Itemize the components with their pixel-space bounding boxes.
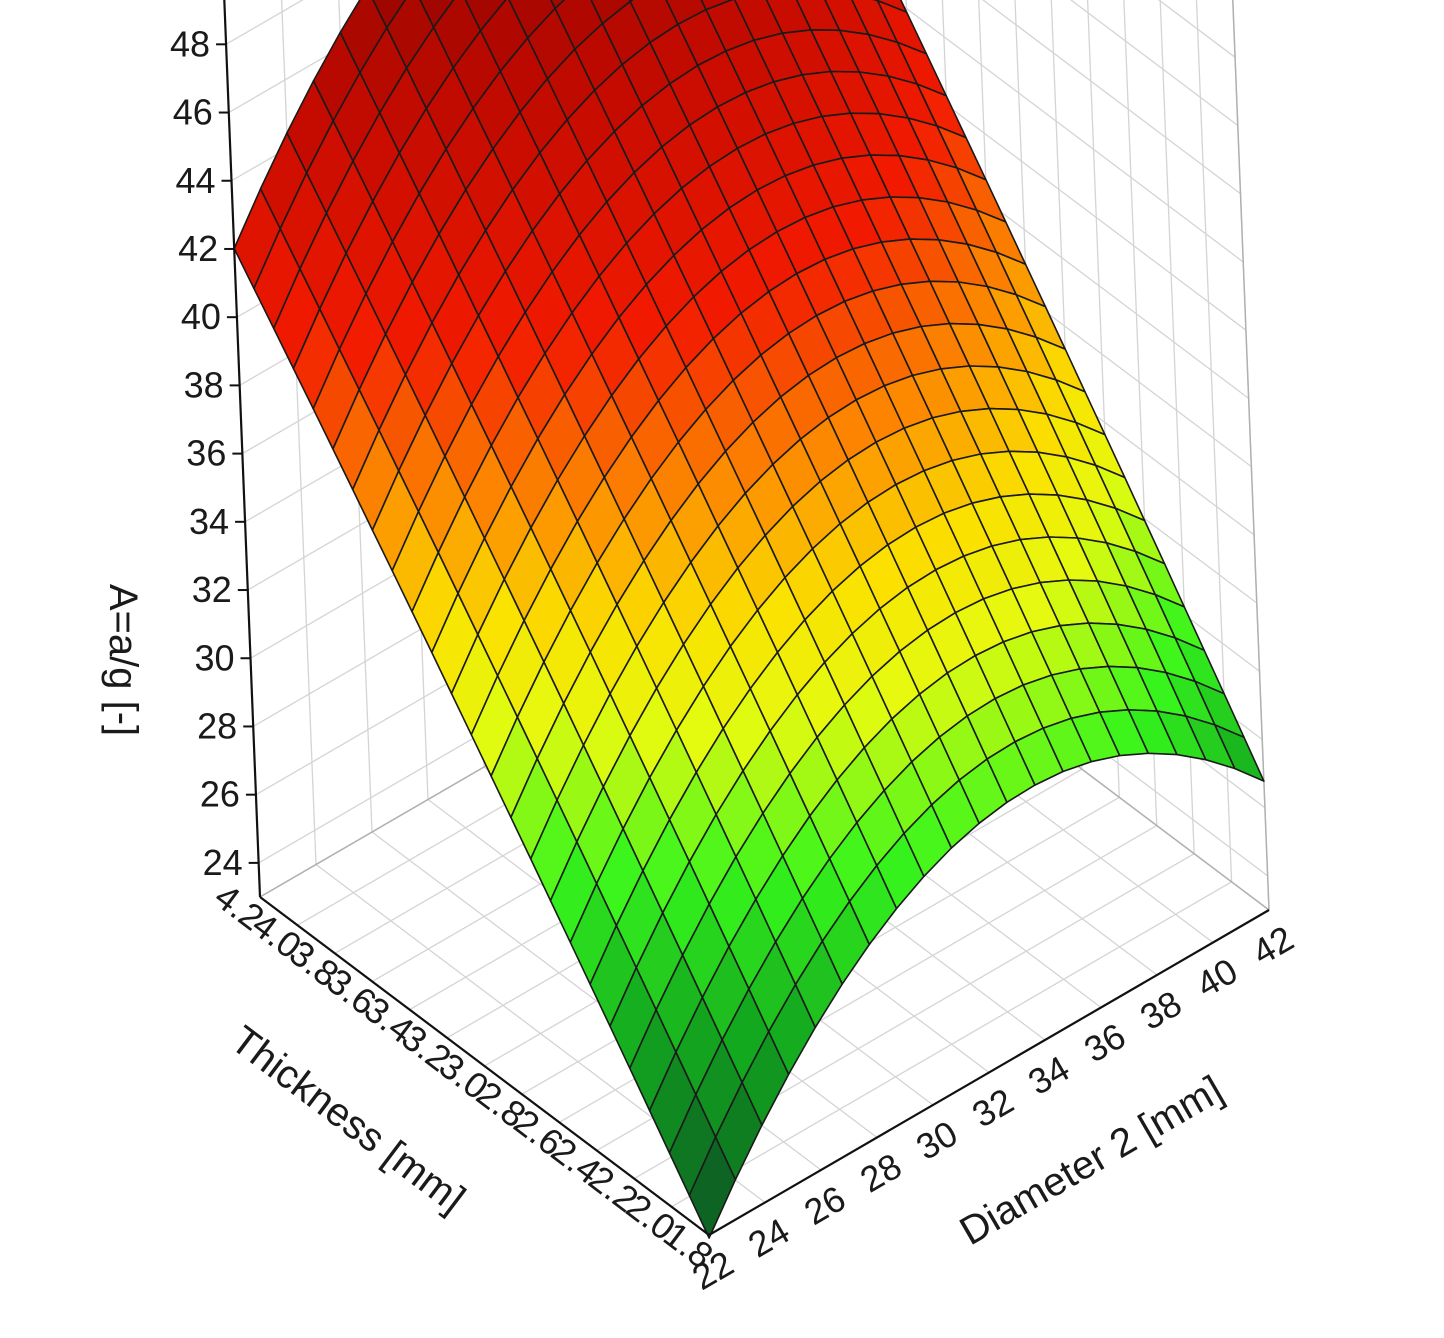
- y-tick-label: 38: [1133, 982, 1188, 1038]
- y-tick-label: 24: [741, 1210, 796, 1266]
- grid-line: [1157, 0, 1236, 58]
- axes: [216, 0, 1270, 1236]
- z-tick-label: 28: [197, 705, 237, 746]
- z-tick-label: 26: [200, 774, 240, 815]
- z-tick-label: 34: [189, 501, 229, 542]
- x-axis-line: [259, 896, 710, 1236]
- z-tick-label: 32: [192, 569, 232, 610]
- grid-line: [894, 0, 1244, 263]
- y-axis-line: [708, 909, 1270, 1236]
- y-tick-label: 34: [1021, 1047, 1076, 1103]
- z-tick-label: 42: [178, 228, 218, 269]
- grid-line: [280, 0, 317, 865]
- z-tick-label: 38: [184, 364, 224, 405]
- surface-mesh: [233, 0, 1265, 1239]
- y-tick-label: 36: [1077, 1015, 1132, 1071]
- z-tick-label: 30: [194, 637, 234, 678]
- y-tick-label: 40: [1189, 950, 1244, 1006]
- frame-edge: [1232, 0, 1270, 911]
- surface-cell: [688, 1136, 737, 1239]
- grid-line: [982, 0, 1241, 195]
- y-tick-label: 28: [853, 1145, 908, 1201]
- y-tick-label: 26: [797, 1177, 852, 1233]
- z-tick-label: 44: [175, 160, 215, 201]
- z-axis-title: A=a/g [-]: [101, 584, 145, 736]
- z-tick-label: 40: [181, 296, 221, 337]
- y-tick-label: 32: [965, 1080, 1020, 1136]
- grid-line: [228, 0, 424, 114]
- z-tick-label: 36: [186, 433, 226, 474]
- z-tick-label: 48: [170, 23, 210, 64]
- z-tick-label: 46: [173, 92, 213, 133]
- y-tick-label: 42: [1245, 917, 1300, 973]
- grid-line: [1069, 0, 1239, 127]
- z-axis-line: [223, 0, 262, 898]
- z-tick-label: 24: [203, 842, 243, 883]
- y-tick-label: 30: [909, 1112, 964, 1168]
